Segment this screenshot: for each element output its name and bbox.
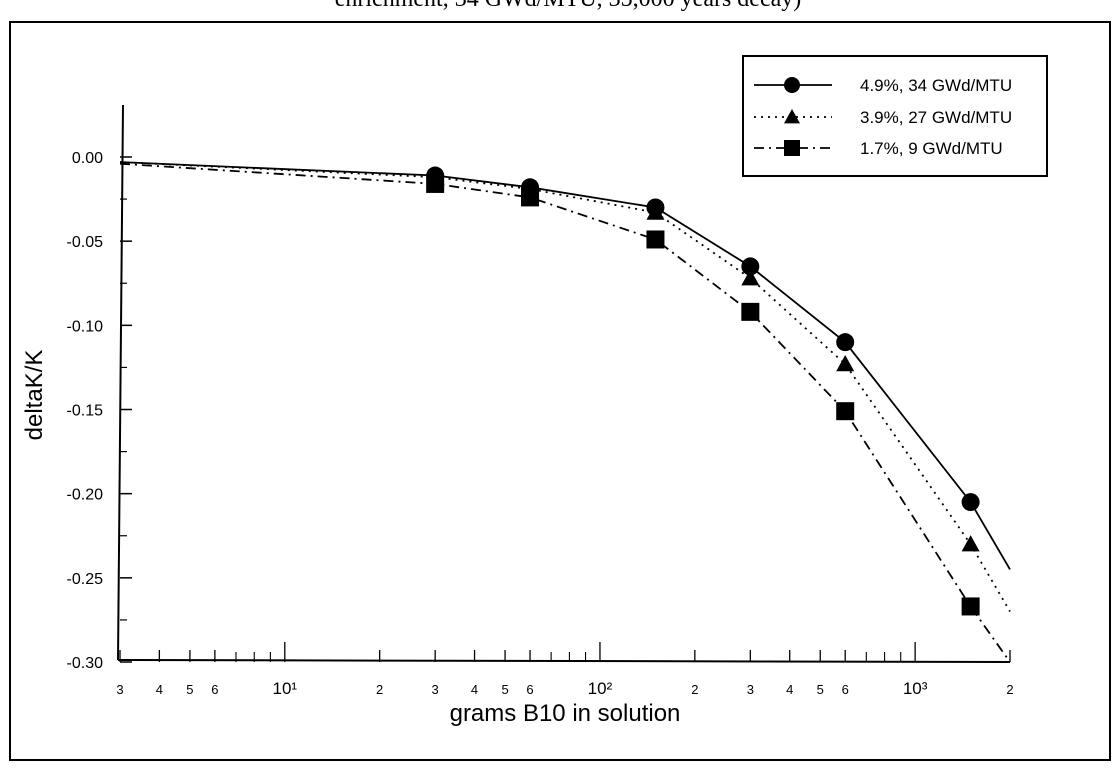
x-tick-label-8: 5: [501, 682, 508, 697]
x-tick-label-10: 10²: [588, 679, 613, 698]
x-tick-label-0: 3: [116, 682, 123, 697]
x-tick-label-2: 5: [186, 682, 193, 697]
series-2-marker-1: [521, 188, 540, 207]
x-axis: [117, 659, 1011, 663]
x-tick-label-17: 2: [1006, 682, 1013, 697]
y-tick-label-2: -0.10: [67, 318, 104, 335]
series-1-marker-3: [741, 269, 760, 286]
series-line-0: [119, 161, 1011, 570]
series-2-marker-5: [961, 597, 980, 616]
y-tick-label-6: -0.30: [67, 655, 104, 672]
legend-marker-0: [784, 77, 800, 93]
legend-label-1: 3.9%, 27 GWd/MTU: [860, 108, 1012, 127]
x-tick-label-7: 4: [471, 682, 478, 697]
series-1-marker-2: [646, 203, 665, 220]
x-axis-label: grams B10 in solution: [450, 700, 681, 727]
y-axis-label: deltaK/K: [21, 350, 48, 441]
series-2-marker-0: [426, 174, 445, 193]
legend: 4.9%, 34 GWd/MTU 3.9%, 27 GWd/MTU 1.7%, 9 …: [754, 76, 1012, 158]
series-2-marker-2: [646, 230, 665, 249]
y-axis: [117, 104, 124, 661]
x-tick-label-14: 5: [817, 682, 824, 697]
outer-frame: [9, 21, 1111, 761]
chart-title: enrichment, 34 GWd/MTU, 35,000 years dec…: [335, 0, 802, 12]
x-tick-label-16: 10³: [903, 679, 928, 698]
x-tick-label-1: 4: [156, 682, 163, 697]
plot-area: 0.00 -0.05 -0.10 -0.15 -0.20 -0.25 -0.30 3 4 5 6 10…: [67, 150, 1014, 698]
series-0-marker-5: [961, 493, 980, 512]
x-tick-label-6: 3: [432, 682, 439, 697]
legend-label-2: 1.7%, 9 GWd/MTU: [860, 139, 1003, 158]
series-0-marker-4: [836, 333, 855, 352]
series-2-marker-3: [741, 302, 760, 321]
series-0-marker-3: [741, 257, 760, 276]
x-tick-label-12: 3: [747, 682, 754, 697]
x-tick-label-11: 2: [691, 682, 698, 697]
legend-marker-1: [784, 109, 800, 124]
legend-label-0: 4.9%, 34 GWd/MTU: [860, 76, 1012, 95]
x-tick-label-15: 6: [842, 682, 849, 697]
x-tick-label-4: 10¹: [273, 679, 298, 698]
y-tick-label-4: -0.20: [67, 487, 104, 504]
x-tick-label-9: 6: [526, 682, 533, 697]
y-tick-label-3: -0.15: [67, 403, 104, 420]
series-line-2: [119, 162, 1011, 663]
y-tick-label-1: -0.05: [67, 234, 104, 251]
x-tick-label-13: 4: [786, 682, 793, 697]
y-tick-label-0: 0.00: [72, 150, 103, 167]
series-2-marker-4: [836, 402, 855, 421]
series-1-marker-5: [961, 535, 980, 552]
y-tick-label-5: -0.25: [67, 571, 104, 588]
x-tick-label-3: 6: [211, 682, 218, 697]
series-1-marker-4: [836, 355, 855, 372]
legend-marker-2: [784, 140, 800, 156]
series-line-1: [119, 161, 1011, 612]
x-tick-label-5: 2: [376, 682, 383, 697]
